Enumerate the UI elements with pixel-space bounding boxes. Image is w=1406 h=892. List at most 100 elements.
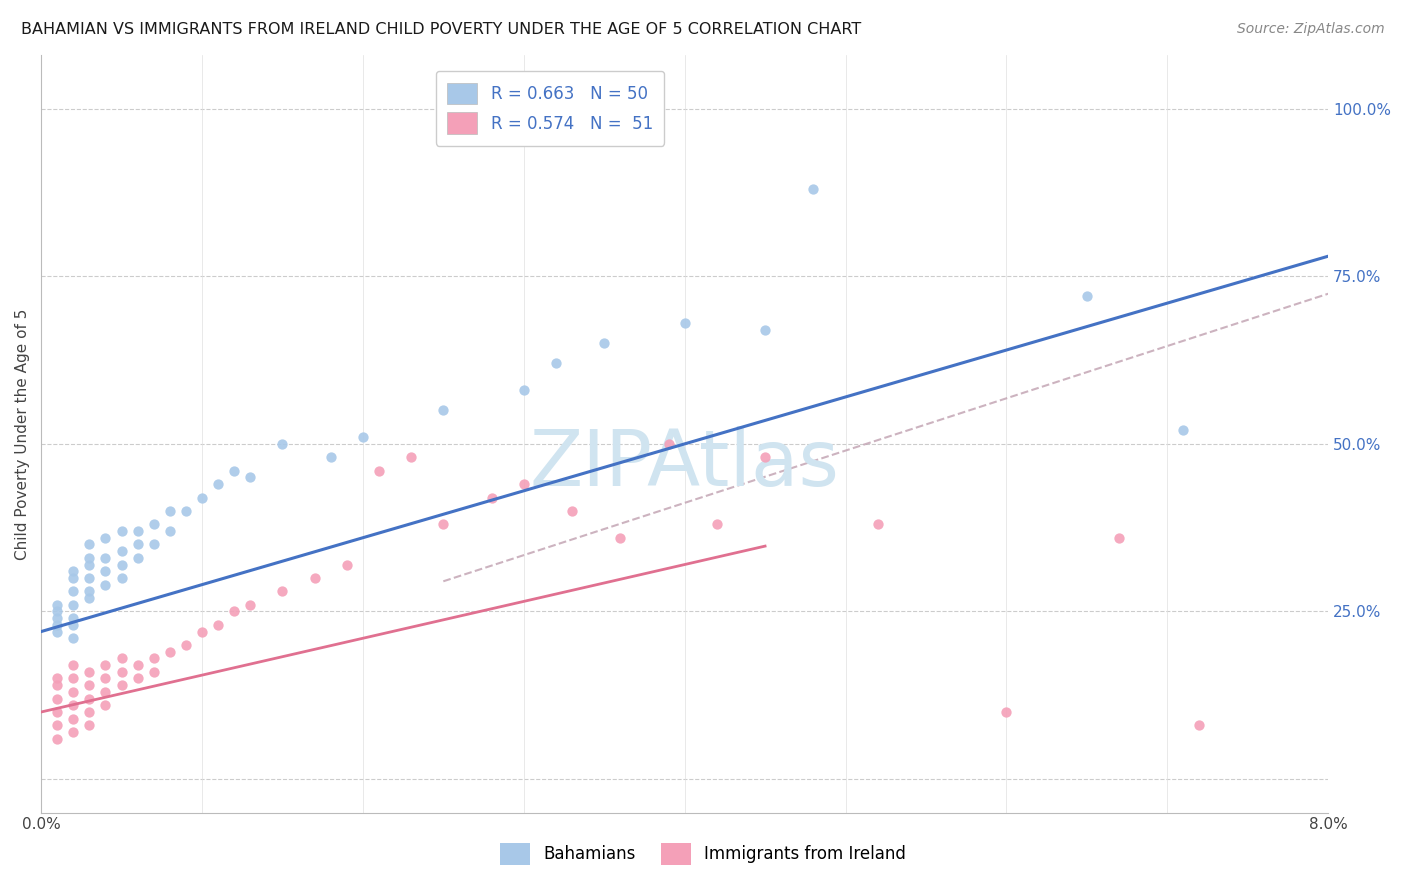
Point [127,524,149,538]
Point [94,658,117,673]
Point [94,577,117,591]
Point [706,517,728,532]
Point [127,550,149,565]
Point [46,705,69,719]
Point [62,632,84,646]
Point [432,403,454,417]
Point [239,470,262,484]
Point [62,725,84,739]
Point [142,517,165,532]
Point [79,591,101,605]
Point [62,611,84,625]
Point [79,550,101,565]
Point [754,450,776,465]
Point [191,491,214,505]
Point [239,598,262,612]
Point [304,571,326,585]
Point [46,624,69,639]
Point [46,604,69,618]
Point [62,564,84,578]
Point [224,464,246,478]
Point [174,504,197,518]
Point [46,672,69,686]
Text: ZIPAtlas: ZIPAtlas [530,426,839,502]
Point [159,524,181,538]
Point [110,524,132,538]
Point [79,678,101,692]
Point [62,712,84,726]
Point [46,618,69,632]
Point [866,517,889,532]
Point [754,323,776,337]
Point [142,665,165,679]
Point [224,604,246,618]
Point [271,437,294,451]
Point [657,437,679,451]
Point [62,698,84,713]
Point [79,705,101,719]
Point [94,672,117,686]
Point [79,571,101,585]
Point [352,430,374,444]
Point [1173,424,1195,438]
Point [207,618,229,632]
Point [593,336,616,351]
Point [79,558,101,572]
Point [1188,718,1211,732]
Point [368,464,391,478]
Point [79,665,101,679]
Point [94,564,117,578]
Point [79,691,101,706]
Point [94,550,117,565]
Legend: Bahamians, Immigrants from Ireland: Bahamians, Immigrants from Ireland [491,833,915,875]
Point [110,558,132,572]
Point [1076,289,1098,303]
Point [110,651,132,665]
Point [62,658,84,673]
Point [1108,531,1130,545]
Point [110,678,132,692]
Point [110,665,132,679]
Point [127,537,149,551]
Point [62,584,84,599]
Point [46,718,69,732]
Point [336,558,359,572]
Point [481,491,503,505]
Point [127,672,149,686]
Text: BAHAMIAN VS IMMIGRANTS FROM IRELAND CHILD POVERTY UNDER THE AGE OF 5 CORRELATION: BAHAMIAN VS IMMIGRANTS FROM IRELAND CHIL… [21,22,862,37]
Point [142,537,165,551]
Point [46,678,69,692]
Point [79,718,101,732]
Point [159,504,181,518]
Point [207,477,229,491]
Point [801,182,824,196]
Point [46,598,69,612]
Point [94,685,117,699]
Point [673,316,696,330]
Point [513,477,536,491]
Point [432,517,454,532]
Point [174,638,197,652]
Point [513,384,536,398]
Point [94,698,117,713]
Point [79,584,101,599]
Point [46,611,69,625]
Point [110,544,132,558]
Point [271,584,294,599]
Point [127,658,149,673]
Point [94,531,117,545]
Point [561,504,583,518]
Point [399,450,422,465]
Point [62,618,84,632]
Point [142,651,165,665]
Point [609,531,631,545]
Y-axis label: Child Poverty Under the Age of 5: Child Poverty Under the Age of 5 [15,308,30,559]
Point [62,672,84,686]
Point [46,731,69,746]
Point [79,537,101,551]
Point [62,685,84,699]
Text: Source: ZipAtlas.com: Source: ZipAtlas.com [1237,22,1385,37]
Legend: R = 0.663   N = 50, R = 0.574   N =  51: R = 0.663 N = 50, R = 0.574 N = 51 [436,71,665,145]
Point [62,571,84,585]
Point [159,645,181,659]
